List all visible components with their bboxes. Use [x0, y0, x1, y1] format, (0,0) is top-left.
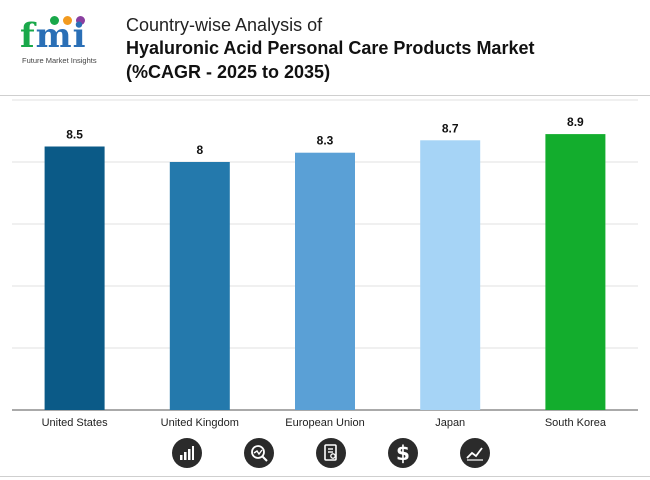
x-tick-label: European Union — [285, 417, 365, 429]
logo-dot-green — [50, 16, 59, 25]
bar-united-kingdom — [169, 162, 230, 410]
logo-dots — [50, 12, 89, 30]
header: fmi Future Market Insights Country-wise … — [0, 0, 650, 96]
trend-line-icon — [460, 438, 490, 468]
bar-chart-icon — [172, 438, 202, 468]
bar-south-korea — [545, 134, 606, 410]
value-label: 8.7 — [442, 121, 459, 135]
x-tick-label: United States — [42, 417, 109, 429]
title-line-3: (%CAGR - 2025 to 2035) — [126, 62, 331, 82]
bar-united-states — [44, 146, 105, 410]
dollar-icon: $ — [388, 438, 418, 468]
fmi-logo: fmi Future Market Insights — [20, 12, 120, 72]
header-divider — [0, 95, 650, 96]
bar-japan — [420, 140, 481, 411]
value-label: 8 — [196, 143, 203, 157]
logo-subtitle: Future Market Insights — [22, 56, 97, 65]
value-label: 8.3 — [317, 134, 334, 148]
value-label: 8.5 — [66, 128, 83, 142]
footer-icons: $ — [0, 432, 650, 474]
logo-dot-orange — [63, 16, 72, 25]
footer-divider — [0, 476, 650, 477]
document-icon — [316, 438, 346, 468]
value-label: 8.9 — [567, 115, 584, 129]
bar-chart: 8.5 United States 8 United Kingdom 8.3 Europe… — [12, 99, 638, 429]
title-line-2: Hyaluronic Acid Personal Care Products M… — [126, 38, 535, 58]
x-tick-label: United Kingdom — [161, 417, 239, 429]
x-tick-label: Japan — [435, 417, 465, 429]
logo-dot-purple — [76, 16, 85, 25]
title-line-1: Country-wise Analysis of — [126, 15, 323, 35]
logo-text: fmi — [20, 16, 87, 56]
bar-european-union — [295, 152, 355, 410]
x-tick-label: South Korea — [545, 417, 607, 429]
magnifier-chart-icon — [244, 438, 274, 468]
chart-title: Country-wise Analysis of Hyaluronic Acid… — [126, 14, 534, 84]
